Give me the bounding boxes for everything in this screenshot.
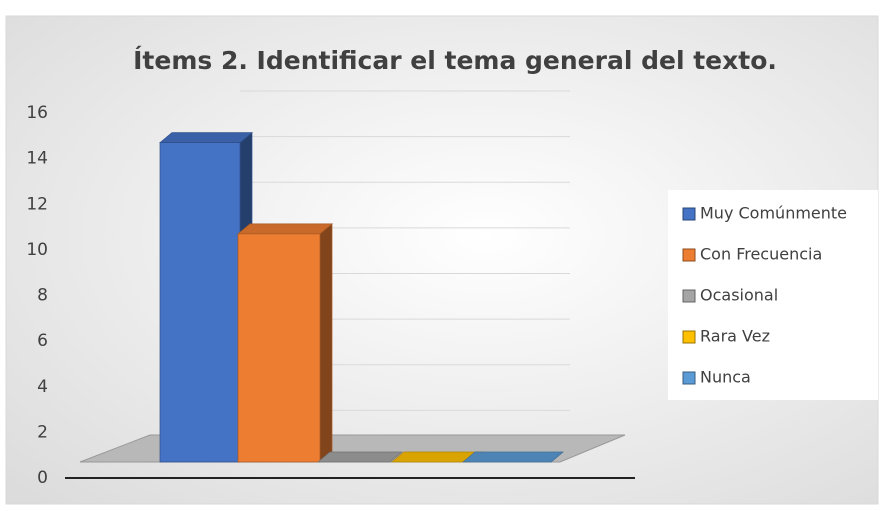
legend-label: Rara Vez [700, 327, 770, 346]
legend-swatch [682, 289, 696, 303]
y-tick-label: 14 [26, 149, 48, 169]
y-tick-label: 10 [26, 240, 48, 260]
bar [317, 451, 403, 463]
legend-label: Con Frecuencia [700, 245, 822, 264]
legend-label: Ocasional [700, 286, 778, 305]
legend-label: Nunca [700, 368, 751, 387]
bar-face [319, 223, 333, 463]
legend [668, 190, 878, 400]
bar-face [159, 132, 253, 143]
y-tick-label: 4 [37, 377, 48, 397]
y-tick-label: 12 [26, 194, 48, 214]
legend-swatch [682, 207, 696, 221]
bar [462, 451, 564, 463]
bar-face [237, 233, 321, 463]
legend-swatch [682, 371, 696, 385]
legend-label: Muy Comúnmente [700, 204, 847, 223]
bar-face [462, 451, 564, 463]
y-tick-label: 0 [37, 468, 48, 488]
y-tick-label: 2 [37, 422, 48, 442]
legend-swatch [682, 330, 696, 344]
bar-face [159, 142, 241, 463]
chart-title: Ítems 2. Identificar el tema general del… [133, 46, 777, 75]
bar-face [237, 223, 333, 235]
legend-swatch [682, 248, 696, 262]
y-tick-label: 6 [37, 331, 48, 351]
bar [237, 223, 333, 463]
y-tick-label: 16 [26, 103, 48, 123]
bar-face [317, 451, 403, 463]
y-tick-label: 8 [37, 286, 48, 306]
